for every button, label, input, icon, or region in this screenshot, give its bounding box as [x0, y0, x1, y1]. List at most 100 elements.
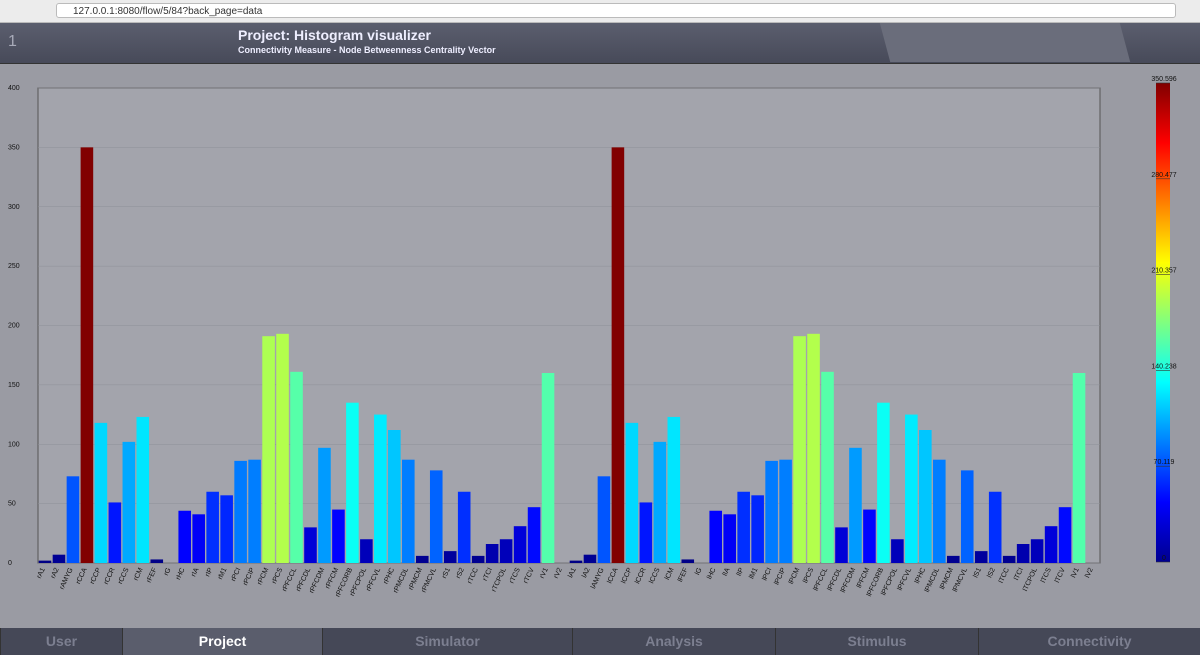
x-tick-label: lCM [664, 567, 676, 581]
bar [220, 495, 233, 563]
bar [597, 476, 611, 563]
bar [835, 527, 848, 563]
bar [681, 559, 695, 563]
bar [136, 416, 150, 563]
x-tick-label: lCCA [606, 567, 619, 585]
y-tick-label: 100 [8, 441, 20, 448]
bar [38, 560, 52, 563]
y-tick-label: 400 [8, 85, 20, 92]
x-tick-label: lPCI [761, 567, 773, 582]
x-tick-label: lAMYG [590, 567, 606, 590]
x-tick-label: lV1 [1070, 567, 1081, 579]
bar [527, 507, 541, 563]
colorbar-label: 280.477 [1151, 172, 1176, 179]
bar [821, 371, 834, 563]
x-tick-label: rCCA [75, 567, 89, 586]
bar [346, 402, 359, 563]
bar [304, 527, 317, 563]
bar [933, 459, 946, 563]
nav-tab[interactable]: Analysis [572, 628, 775, 655]
bar [52, 554, 66, 563]
y-tick-label: 150 [8, 382, 20, 389]
bar [653, 441, 667, 563]
browser-bar: 127.0.0.1:8080/flow/5/84?back_page=data [0, 0, 1200, 23]
x-tick-label: lCCS [648, 567, 661, 585]
bar [793, 336, 806, 563]
x-tick-label: lTCC [998, 567, 1011, 584]
project-count[interactable]: 1 [8, 33, 17, 50]
colorbar [1156, 83, 1170, 562]
nav-tab[interactable]: User [0, 628, 122, 655]
x-tick-label: lG [694, 567, 703, 576]
nav-tab[interactable]: Stimulus [775, 628, 978, 655]
bar [877, 402, 890, 563]
bar [946, 555, 960, 563]
page-title: Project: Histogram visualizer [238, 27, 431, 43]
x-tick-label: lHC [706, 567, 717, 581]
x-tick-label: rV1 [539, 567, 550, 580]
bar [485, 544, 499, 563]
bar [178, 510, 192, 563]
bar [192, 514, 205, 563]
bar [863, 509, 876, 563]
colorbar-label: 350.596 [1151, 76, 1176, 83]
x-tick-label: rPCM [256, 567, 270, 586]
x-tick-label: rS1 [441, 567, 452, 580]
y-tick-label: 250 [8, 263, 20, 270]
bar [569, 560, 583, 563]
bar [583, 554, 597, 563]
page-subtitle: Connectivity Measure - Node Betweenness … [238, 45, 496, 55]
x-tick-label: lS1 [972, 567, 983, 579]
y-tick-label: 0 [8, 560, 12, 567]
x-tick-label: rA1 [36, 567, 47, 580]
bar [108, 502, 122, 563]
bar [443, 551, 457, 563]
x-tick-label: rFEF [146, 567, 159, 584]
bar [709, 510, 723, 563]
nav-tab[interactable]: Connectivity [978, 628, 1200, 655]
bar [94, 422, 108, 563]
bar [150, 559, 164, 563]
bar [1058, 507, 1072, 563]
bar [374, 414, 387, 563]
x-tick-label: rHC [175, 567, 187, 581]
x-tick-label: rPCIP [242, 567, 256, 587]
x-tick-label: lTCV [1054, 567, 1067, 584]
header: 1 Project: Histogram visualizer Connecti… [0, 23, 1200, 64]
bar [1030, 539, 1044, 563]
bar [122, 441, 136, 563]
bar [248, 459, 261, 563]
x-tick-label: lIP [736, 567, 746, 578]
bar [206, 491, 219, 563]
url-field[interactable]: 127.0.0.1:8080/flow/5/84?back_page=data [56, 3, 1176, 18]
x-tick-label: lPCIP [773, 567, 787, 586]
x-tick-label: lTCI [1013, 567, 1025, 582]
nav-tab[interactable]: Project [122, 628, 322, 655]
bar [80, 147, 94, 563]
bar [807, 333, 820, 563]
x-tick-label: lS2 [986, 567, 997, 579]
x-tick-label: lV2 [1084, 567, 1095, 579]
x-tick-label: lTCPOL [1022, 567, 1039, 593]
y-tick-label: 300 [8, 204, 20, 211]
colorbar-label: 210.357 [1151, 268, 1176, 275]
bar [360, 539, 373, 563]
bar [499, 539, 513, 563]
bar [1002, 555, 1016, 563]
bar [639, 502, 653, 563]
bar [234, 460, 247, 563]
x-tick-label: rV2 [553, 567, 564, 580]
bar [919, 430, 932, 563]
x-tick-label: rIP [204, 567, 214, 578]
bar [667, 416, 681, 563]
x-tick-label: lCCP [620, 567, 633, 585]
bar [66, 476, 80, 563]
x-tick-label: lPHC [914, 567, 927, 585]
bar [611, 147, 625, 563]
x-tick-label: lFEF [677, 567, 690, 583]
bar [905, 414, 918, 563]
nav-bar: User Project Simulator Analysis Stimulus Conn… [0, 628, 1200, 655]
nav-tab[interactable]: Simulator [322, 628, 572, 655]
x-tick-label: lTCS [1040, 567, 1053, 584]
